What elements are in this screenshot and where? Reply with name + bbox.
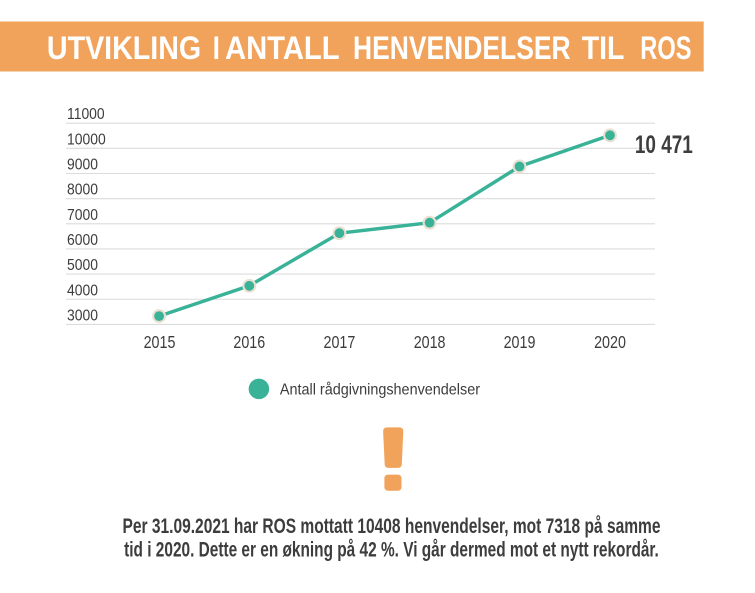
svg-text:Per 31.09.2021 har ROS mottatt: Per 31.09.2021 har ROS mottatt 10408 hen… <box>122 514 660 538</box>
svg-text:9000: 9000 <box>67 156 98 174</box>
svg-text:ROS: ROS <box>640 30 691 65</box>
svg-text:6000: 6000 <box>67 231 98 249</box>
svg-text:10000: 10000 <box>67 130 106 148</box>
svg-text:2020: 2020 <box>594 333 626 353</box>
svg-text:TIL: TIL <box>582 31 625 66</box>
svg-text:4000: 4000 <box>67 281 98 299</box>
svg-text:tid i 2020. Dette er en økning: tid i 2020. Dette er en økning på 42 %. … <box>124 537 659 561</box>
svg-text:8000: 8000 <box>67 181 98 199</box>
svg-text:2019: 2019 <box>504 333 536 353</box>
svg-text:5000: 5000 <box>67 256 98 274</box>
svg-text:Antall rådgivningshenvendelser: Antall rådgivningshenvendelser <box>280 381 480 399</box>
svg-text:2017: 2017 <box>323 333 355 353</box>
svg-text:ANTALL: ANTALL <box>225 31 340 67</box>
svg-text:HENVENDELSER: HENVENDELSER <box>353 31 571 67</box>
svg-text:11000: 11000 <box>67 105 105 123</box>
svg-text:2018: 2018 <box>414 333 446 353</box>
svg-text:2016: 2016 <box>233 333 265 353</box>
svg-text:7000: 7000 <box>67 206 98 224</box>
svg-text:3000: 3000 <box>67 307 98 325</box>
svg-text:2015: 2015 <box>144 333 176 353</box>
svg-text:10 471: 10 471 <box>635 131 693 159</box>
svg-text:UTVIKLING: UTVIKLING <box>47 32 201 67</box>
svg-text:I: I <box>213 31 220 66</box>
